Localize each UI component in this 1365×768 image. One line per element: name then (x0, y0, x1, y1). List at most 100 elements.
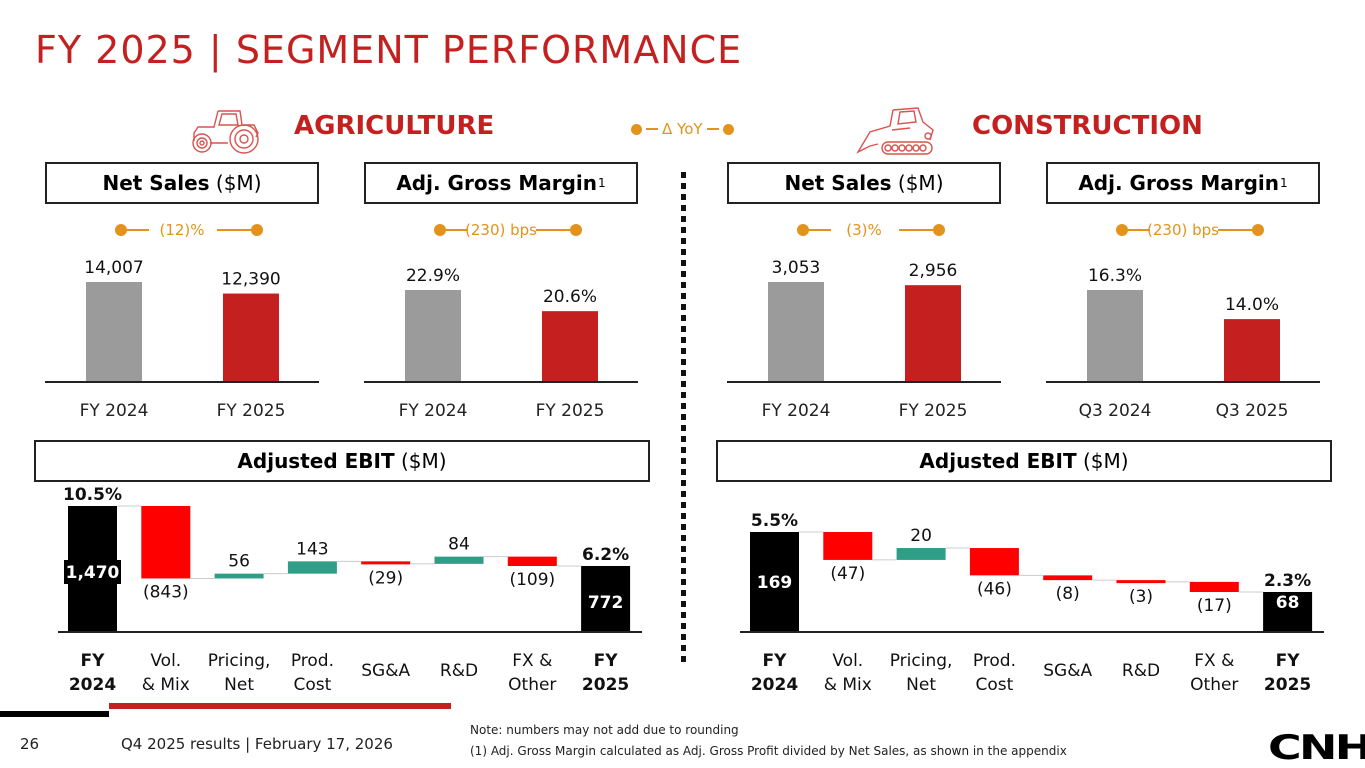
header-bold: Net Sales (102, 171, 210, 195)
delta-dot (1252, 224, 1264, 236)
category-label: FX & (1194, 651, 1234, 671)
category-label: SG&A (1043, 661, 1092, 681)
delta-label: (230) bps (465, 221, 537, 239)
delta-dot (251, 224, 263, 236)
value-label: 22.9% (406, 266, 460, 286)
header-bold: Adj. Gross Margin (1078, 171, 1280, 195)
category-label: 2024 (751, 675, 798, 695)
footnote-ref: 1 (598, 176, 606, 190)
footnote-ref: 1 (1280, 176, 1288, 190)
construction-title: CONSTRUCTION (972, 111, 1203, 141)
category-label: Pricing, (208, 651, 271, 671)
value-label: (47) (830, 564, 865, 584)
category-label: FY 2024 (80, 401, 149, 421)
waterfall-bar (823, 532, 873, 560)
value-label: 3,053 (772, 258, 821, 278)
category-label: FY 2024 (399, 401, 468, 421)
category-label: Net (906, 675, 936, 695)
delta-label: (230) bps (1147, 221, 1219, 239)
delta-dot (570, 224, 582, 236)
bar (768, 282, 824, 382)
category-label: Other (508, 675, 556, 695)
bar (405, 290, 461, 382)
ag-gross-margin-header: Adj. Gross Margin 1 (364, 162, 638, 204)
category-label: FY (763, 651, 788, 671)
value-label: 20.6% (543, 287, 597, 307)
tractor-icon (192, 110, 259, 154)
category-label: Cost (294, 675, 332, 695)
legend-dot-icon (722, 123, 734, 135)
category-label: Q3 2024 (1079, 401, 1152, 421)
value-label: 14.0% (1225, 295, 1279, 315)
bar (1087, 290, 1143, 382)
ag-net-sales-chart: (12)% 14,007 FY 2024 12,390 FY 2025 (45, 221, 319, 421)
value-label: 1,470 (66, 563, 120, 583)
category-label: Prod. (291, 651, 334, 671)
margin-label-end: 6.2% (582, 545, 629, 565)
category-label: Pricing, (890, 651, 953, 671)
header-bold: Net Sales (784, 171, 892, 195)
category-label: FY (1276, 651, 1301, 671)
waterfall-bar (750, 532, 799, 632)
footer-bar-black (0, 711, 109, 717)
category-label: FY (81, 651, 106, 671)
margin-label-start: 5.5% (751, 511, 798, 531)
value-label: 84 (448, 535, 470, 555)
category-label: 2025 (582, 675, 629, 695)
category-label: FY (594, 651, 619, 671)
waterfall-bar (1116, 580, 1166, 584)
event-label: Q4 2025 results | February 17, 2026 (121, 735, 393, 753)
category-label: 2024 (69, 675, 116, 695)
delta-label: (3)% (846, 221, 882, 239)
value-label: (46) (977, 579, 1012, 599)
category-label: 2025 (1264, 675, 1311, 695)
header-unit: ($M) (400, 449, 447, 473)
delta-label: (12)% (159, 221, 204, 239)
skid-steer-loader-icon (856, 107, 934, 155)
header-bold: Adj. Gross Margin (396, 171, 598, 195)
waterfall-bar (581, 566, 631, 632)
cnh-logo: CNH (1268, 728, 1365, 768)
value-label: (29) (368, 568, 403, 588)
category-label: SG&A (361, 661, 410, 681)
margin-label-start: 10.5% (63, 485, 122, 505)
category-label: FY 2025 (899, 401, 968, 421)
footnote-1: (1) Adj. Gross Margin calculated as Adj.… (470, 744, 1067, 758)
value-label: (3) (1129, 587, 1153, 607)
waterfall-bar (969, 548, 1019, 576)
value-label: 20 (910, 526, 932, 546)
header-bold: Adjusted EBIT (237, 449, 395, 473)
segment-divider (681, 172, 686, 667)
page-number: 26 (20, 735, 40, 753)
waterfall-bar (507, 556, 557, 566)
value-label: 14,007 (84, 258, 143, 278)
bar (905, 285, 961, 382)
header-unit: ($M) (1082, 449, 1129, 473)
delta-dot (933, 224, 945, 236)
header-unit: ($M) (215, 171, 262, 195)
ag-ebit-header: Adjusted EBIT ($M) (34, 440, 650, 482)
co-ebit-waterfall: 169 FY 2024 (47) Vol. & Mix 20 Pricing, Net (46) P… (740, 511, 1324, 695)
value-label: 169 (757, 573, 793, 593)
value-label: 56 (228, 552, 250, 572)
waterfall-bar (214, 573, 264, 579)
category-label: FX & (512, 651, 552, 671)
category-label: R&D (1122, 661, 1160, 681)
header-bold: Adjusted EBIT (919, 449, 1077, 473)
category-label: Q3 2025 (1216, 401, 1289, 421)
category-label: FY 2024 (762, 401, 831, 421)
waterfall-bar (1189, 581, 1239, 592)
rounding-note: Note: numbers may not add due to roundin… (470, 723, 739, 737)
category-label: R&D (440, 661, 478, 681)
value-label: (109) (509, 570, 555, 590)
bar (542, 311, 598, 382)
waterfall-bar (361, 561, 411, 565)
category-label: FY 2025 (217, 401, 286, 421)
value-label: 143 (296, 539, 328, 559)
bar (86, 282, 142, 382)
yoy-legend-label: Δ YoY (662, 120, 703, 138)
category-label: Vol. (832, 651, 863, 671)
bar (1224, 319, 1280, 382)
waterfall-bar (896, 548, 946, 560)
yoy-legend: Δ YoY (631, 120, 734, 138)
